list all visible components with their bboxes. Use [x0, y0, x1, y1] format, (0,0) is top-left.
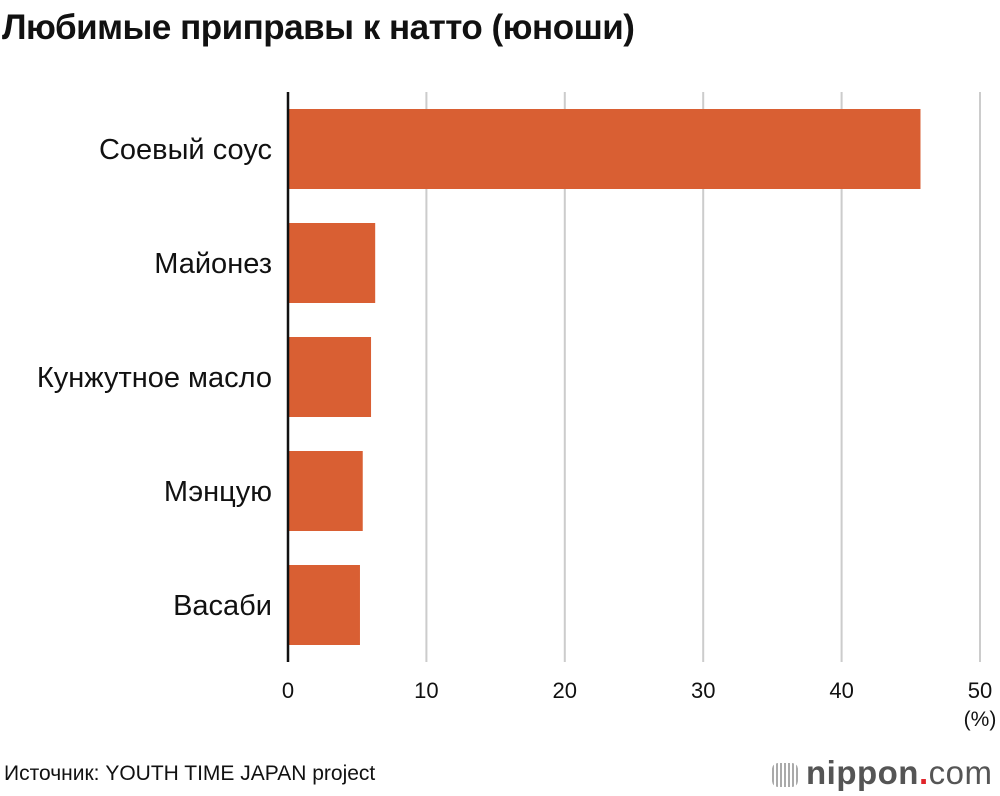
category-label: Васаби: [173, 590, 272, 622]
x-tick-label: 30: [691, 678, 715, 703]
chart-title: Любимые приправы к натто (юноши): [2, 8, 635, 47]
x-tick-label: 50: [968, 678, 992, 703]
x-axis-unit: (%): [964, 708, 997, 731]
bar: [288, 451, 363, 531]
bar: [288, 565, 360, 645]
bar: [288, 109, 921, 189]
x-tick-label: 20: [553, 678, 577, 703]
category-label: Мэнцую: [164, 476, 272, 508]
category-label: Кунжутное масло: [37, 362, 272, 394]
bar: [288, 337, 372, 417]
source-note: Источник: YOUTH TIME JAPAN project: [4, 762, 376, 785]
logo-icon: [772, 763, 798, 788]
x-tick-label: 40: [829, 678, 853, 703]
x-tick-label: 10: [414, 678, 438, 703]
x-tick-label: 0: [282, 678, 294, 703]
category-label: Соевый соус: [99, 134, 272, 166]
bar: [288, 223, 376, 303]
category-label: Майонез: [154, 248, 272, 280]
nippon-logo: nippon.com: [772, 754, 992, 792]
